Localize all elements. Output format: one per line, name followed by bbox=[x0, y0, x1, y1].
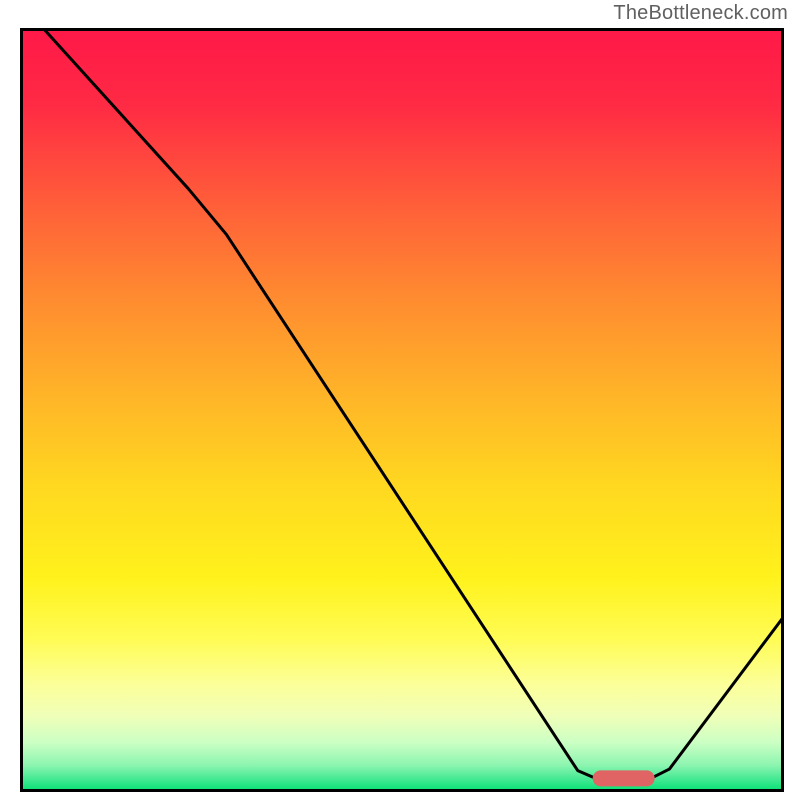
bottleneck-chart bbox=[20, 28, 784, 792]
watermark-text: TheBottleneck.com bbox=[613, 2, 788, 25]
chart-background-gradient bbox=[20, 28, 784, 792]
optimal-range-marker bbox=[592, 771, 655, 786]
